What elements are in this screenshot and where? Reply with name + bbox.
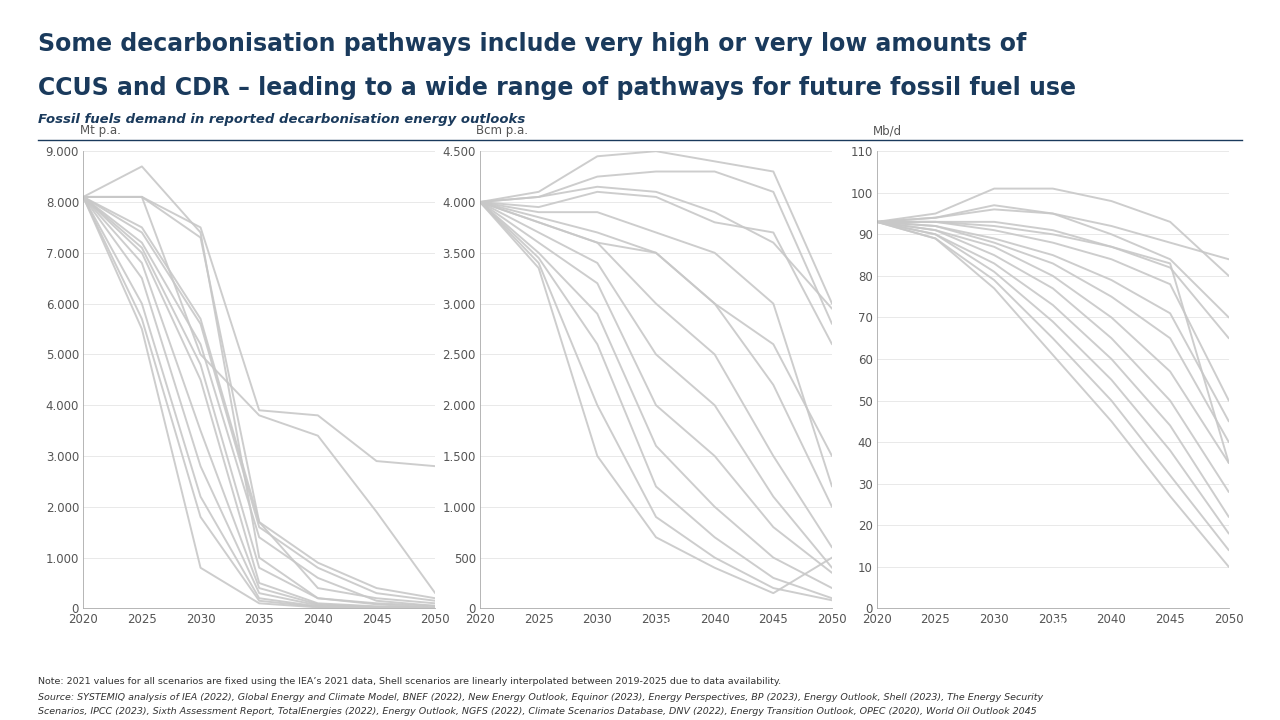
Text: Bcm p.a.: Bcm p.a. [476,125,529,138]
Text: Mb/d: Mb/d [873,125,902,138]
Text: Scenarios, IPCC (2023), Sixth Assessment Report, TotalEnergies (2022), Energy Ou: Scenarios, IPCC (2023), Sixth Assessment… [38,707,1037,716]
Text: Some decarbonisation pathways include very high or very low amounts of: Some decarbonisation pathways include ve… [38,32,1027,56]
Text: Coal: Coal [239,621,279,639]
Text: Oil: Oil [1041,621,1065,639]
Text: Fossil fuels demand in reported decarbonisation energy outlooks: Fossil fuels demand in reported decarbon… [38,113,526,126]
Text: Source: SYSTEMIQ analysis of IEA (2022), Global Energy and Climate Model, BNEF (: Source: SYSTEMIQ analysis of IEA (2022),… [38,693,1043,701]
Text: CCUS and CDR – leading to a wide range of pathways for future fossil fuel use: CCUS and CDR – leading to a wide range o… [38,76,1076,99]
Text: Note: 2021 values for all scenarios are fixed using the IEA’s 2021 data, Shell s: Note: 2021 values for all scenarios are … [38,677,782,685]
Text: Mt p.a.: Mt p.a. [79,125,120,138]
Text: Natural Gas: Natural Gas [600,621,712,639]
